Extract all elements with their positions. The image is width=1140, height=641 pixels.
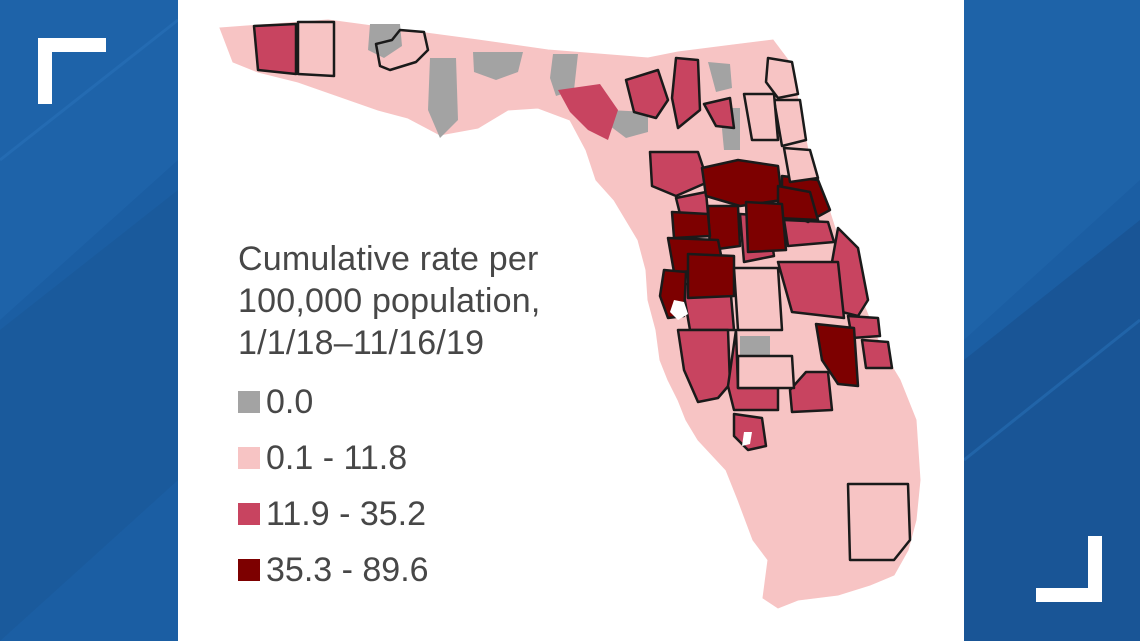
county-okeechobee [814, 322, 860, 388]
county-baker [742, 92, 780, 142]
county-walton-outline [374, 28, 430, 72]
legend-item-medium: 11.9 - 35.2 [238, 486, 541, 542]
county-marion [700, 158, 784, 208]
legend-swatch [238, 447, 260, 469]
bottom-right-bracket-icon [1036, 536, 1102, 602]
county-gray-6 [708, 62, 732, 92]
legend-swatch [238, 391, 260, 413]
legend-title-line-2: 100,000 population, [238, 282, 541, 320]
florida-county-map [219, 19, 921, 609]
county-hillsborough [686, 252, 736, 300]
county-gray-8 [740, 336, 770, 356]
county-levy [648, 150, 710, 198]
county-st-johns [782, 146, 820, 184]
county-polk [732, 266, 784, 332]
county-hernando [670, 210, 712, 240]
legend-label: 0.0 [266, 383, 314, 421]
tampa-bay-water [670, 300, 688, 320]
county-gray-2 [428, 58, 458, 138]
county-escambia [252, 22, 298, 76]
county-columbia [624, 68, 670, 120]
county-alachua [702, 96, 736, 130]
legend-swatch [238, 503, 260, 525]
county-seminole [782, 218, 836, 248]
charlotte-harbor-water [742, 432, 752, 446]
legend-label: 0.1 - 11.8 [266, 439, 408, 477]
county-miami-dade [846, 482, 912, 562]
legend-items: 0.0 0.1 - 11.8 11.9 - 35.2 35.3 - 89.6 [238, 374, 541, 598]
county-gray-3 [473, 52, 523, 80]
county-st-lucie [860, 338, 894, 370]
county-gray-4 [550, 54, 578, 96]
county-nassau [764, 56, 800, 100]
legend-item-zero: 0.0 [238, 374, 541, 430]
county-osceola [776, 260, 846, 320]
county-clay [772, 98, 808, 148]
county-orange [744, 200, 788, 254]
legend-item-low: 0.1 - 11.8 [238, 430, 541, 486]
county-sarasota [676, 328, 732, 404]
county-union [670, 56, 702, 130]
map-legend: Cumulative rate per 100,000 population, … [238, 238, 541, 598]
legend-title-line-3: 1/1/18–11/16/19 [238, 324, 485, 362]
county-taylor [558, 84, 618, 140]
legend-label: 35.3 - 89.6 [266, 551, 429, 589]
top-left-bracket-icon [38, 38, 106, 104]
county-santa-rosa [296, 20, 336, 78]
legend-label: 11.9 - 35.2 [266, 495, 427, 533]
map-panel: Cumulative rate per 100,000 population, … [178, 0, 964, 641]
legend-item-high: 35.3 - 89.6 [238, 542, 541, 598]
county-desoto [736, 354, 796, 390]
legend-swatch [238, 559, 260, 581]
county-gray-5 [608, 110, 648, 138]
legend-title: Cumulative rate per 100,000 population, … [238, 238, 541, 364]
legend-title-line-1: Cumulative rate per [238, 240, 539, 278]
